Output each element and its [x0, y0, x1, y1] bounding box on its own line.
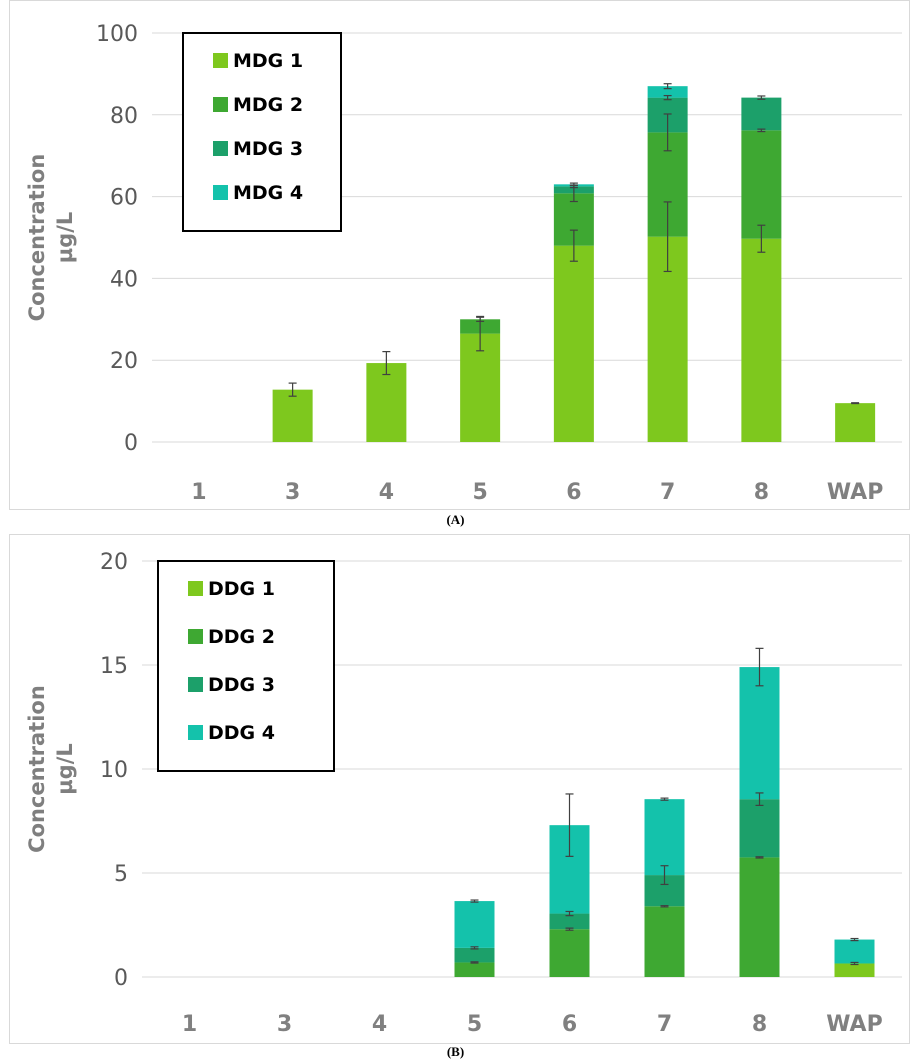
- y-tick-label: 40: [110, 267, 138, 292]
- bar-segment: [834, 939, 875, 964]
- legend-swatch: [213, 185, 228, 200]
- bar-segment: [553, 245, 594, 442]
- legend-label: MDG 3: [233, 138, 303, 160]
- bar-segment: [644, 799, 685, 876]
- panel-a-caption: (A): [446, 512, 465, 527]
- x-category-label: 7: [660, 480, 675, 505]
- y-tick-label: 5: [114, 862, 128, 887]
- legend-swatch: [213, 53, 228, 68]
- panel-b-caption: (B): [446, 1044, 465, 1059]
- y-tick-label: 80: [110, 104, 138, 129]
- x-category-label: 1: [182, 1012, 197, 1037]
- y-tick-label: 60: [110, 186, 138, 211]
- bar-segment: [644, 906, 685, 977]
- legend-label: DDG 2: [208, 626, 275, 648]
- x-category-label: WAP: [826, 1012, 882, 1037]
- x-category-label: 5: [467, 1012, 482, 1037]
- x-category-label: 6: [566, 480, 581, 505]
- x-category-label: 5: [472, 480, 487, 505]
- x-category-label: 8: [752, 1012, 767, 1037]
- legend-label: MDG 4: [233, 182, 303, 204]
- y-tick-label: 20: [100, 550, 128, 575]
- chart-b-svg: 0 5 10 15 20 Concentration µg/L 1 3 4 5 6 7 8 WAP DDG 1…: [9, 534, 910, 1044]
- x-category-label: 7: [657, 1012, 672, 1037]
- bar-segment: [834, 963, 875, 977]
- legend-swatch: [188, 581, 203, 596]
- legend-label: MDG 1: [233, 50, 303, 72]
- legend-label: MDG 2: [233, 94, 303, 116]
- y-axis-title: Concentration: [25, 685, 49, 853]
- legend-label: DDG 3: [208, 674, 275, 696]
- y-tick-label: 15: [100, 654, 128, 679]
- legend-label: DDG 1: [208, 578, 275, 600]
- legend-swatch: [188, 725, 203, 740]
- bar-segment: [272, 389, 313, 442]
- y-axis-title: µg/L: [53, 743, 77, 795]
- bar-segment: [739, 799, 780, 858]
- bar-segment: [647, 86, 688, 98]
- legend-box: [182, 32, 342, 232]
- bar-segment: [741, 238, 782, 442]
- y-tick-label: 10: [100, 758, 128, 783]
- x-category-label: 3: [277, 1012, 292, 1037]
- x-category-label: 8: [754, 480, 769, 505]
- chart-panel-a: 0 20 40 60 80 100 Concentration µg/L 1 3 4 5 6 7 8 WAP M…: [0, 0, 911, 510]
- x-category-label: 1: [191, 480, 206, 505]
- y-tick-label: 0: [114, 966, 128, 991]
- y-axis-title: µg/L: [53, 212, 77, 264]
- bar-segment: [739, 857, 780, 977]
- bar-segment: [454, 901, 495, 948]
- bar-segment: [549, 929, 590, 977]
- chart-a-svg: 0 20 40 60 80 100 Concentration µg/L 1 3 4 5 6 7 8 WAP M…: [9, 0, 910, 510]
- bar-segment: [739, 667, 780, 800]
- bar-segment: [741, 97, 782, 131]
- x-category-label: 4: [379, 480, 394, 505]
- y-tick-label: 0: [124, 431, 138, 456]
- bar-segment: [835, 403, 876, 442]
- bar-segment: [741, 130, 782, 239]
- legend-box: [157, 560, 335, 772]
- y-axis-title: Concentration: [25, 154, 49, 322]
- legend-swatch: [213, 97, 228, 112]
- x-category-label: 4: [372, 1012, 387, 1037]
- legend-label: DDG 4: [208, 722, 275, 744]
- legend-swatch: [188, 629, 203, 644]
- legend-swatch: [188, 677, 203, 692]
- bar-segment: [454, 962, 495, 977]
- x-category-label: 3: [285, 480, 300, 505]
- bar-segment: [460, 333, 501, 442]
- x-category-label: WAP: [827, 480, 883, 505]
- chart-panel-b: 0 5 10 15 20 Concentration µg/L 1 3 4 5 6 7 8 WAP DDG 1…: [0, 534, 911, 1044]
- bar-segment: [454, 947, 495, 963]
- x-category-label: 6: [562, 1012, 577, 1037]
- legend-swatch: [213, 141, 228, 156]
- y-tick-label: 20: [110, 349, 138, 374]
- bar-segment: [549, 913, 590, 930]
- bar-segment: [366, 363, 407, 442]
- y-tick-label: 100: [96, 22, 138, 47]
